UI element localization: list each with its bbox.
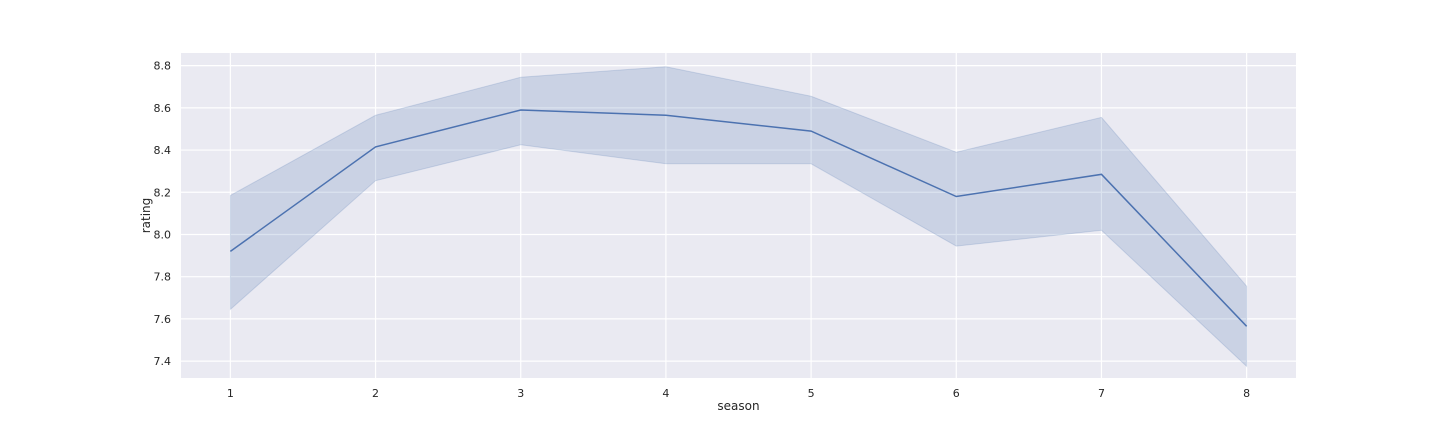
y-tick-label: 7.4 xyxy=(154,355,172,368)
x-tick-label: 5 xyxy=(808,387,815,400)
confidence-band xyxy=(229,66,1248,368)
x-tick-label: 7 xyxy=(1098,387,1105,400)
y-tick-label: 8.8 xyxy=(154,60,172,73)
y-tick-label: 8.2 xyxy=(154,186,172,199)
x-tick-label: 3 xyxy=(517,387,524,400)
x-tick-labels: 1 2 3 4 5 6 7 8 xyxy=(227,387,1250,400)
y-tick-label: 7.6 xyxy=(154,313,172,326)
plot-area xyxy=(181,53,1296,378)
grid-lines xyxy=(181,53,1296,378)
x-tick-label: 1 xyxy=(227,387,234,400)
x-axis-label: season xyxy=(717,399,759,413)
x-tick-label: 2 xyxy=(372,387,379,400)
x-tick-label: 6 xyxy=(953,387,960,400)
y-tick-label: 8.6 xyxy=(154,102,172,115)
y-tick-label: 8.4 xyxy=(154,144,172,157)
series-line xyxy=(229,109,1248,327)
x-tick-label: 8 xyxy=(1243,387,1250,400)
y-tick-labels: 7.4 7.6 7.8 8.0 8.2 8.4 8.6 8.8 xyxy=(154,60,172,368)
y-axis-label: rating xyxy=(139,198,153,234)
y-tick-label: 8.0 xyxy=(154,228,172,241)
y-tick-label: 7.8 xyxy=(154,271,172,284)
x-tick-label: 4 xyxy=(662,387,669,400)
